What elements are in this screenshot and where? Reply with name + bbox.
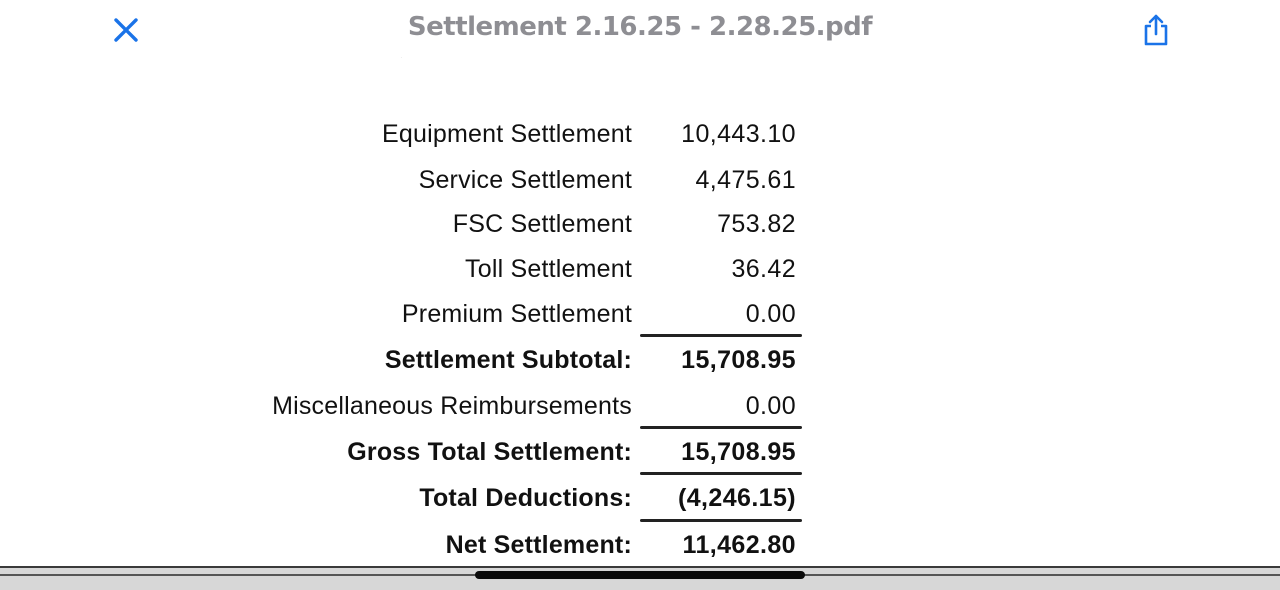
row-label: Service Settlement [418,166,632,194]
row-value: 753.82 [717,210,796,238]
pdf-page-content[interactable]: Equipment Settlement 10,443.10 Service S… [0,58,1280,570]
navigation-bar: Settlement 2.16.25 - 2.28.25.pdf [0,0,1280,58]
settlement-row-premium: Premium Settlement 0.00 [0,300,1280,340]
settlement-row-equipment: Equipment Settlement 10,443.10 [0,120,1280,160]
row-value: 36.42 [731,255,796,283]
subtotal-rule [640,334,802,337]
row-label: Toll Settlement [465,255,632,283]
settlement-row-toll: Toll Settlement 36.42 [0,255,1280,295]
document-title: Settlement 2.16.25 - 2.28.25.pdf [407,12,873,42]
close-button[interactable] [106,10,146,50]
deductions-rule [640,472,802,475]
settlement-row-net: Net Settlement: 11,462.80 [0,531,1280,571]
row-value: 0.00 [745,392,796,420]
settlement-row-fsc: FSC Settlement 753.82 [0,210,1280,250]
settlement-row-misc-reimbursements: Miscellaneous Reimbursements 0.00 [0,392,1280,432]
row-value: 0.00 [745,300,796,328]
gross-rule [640,426,802,429]
row-label: Settlement Subtotal: [384,346,632,374]
row-label: Gross Total Settlement: [347,438,632,466]
row-label: Total Deductions: [419,484,632,512]
home-indicator[interactable] [475,571,805,579]
row-label: Equipment Settlement [382,120,632,148]
row-value: 4,475.61 [695,166,796,194]
settlement-row-service: Service Settlement 4,475.61 [0,166,1280,206]
row-value: 10,443.10 [681,120,796,148]
share-icon [1144,14,1168,46]
row-label: Net Settlement: [445,531,632,559]
settlement-row-subtotal: Settlement Subtotal: 15,708.95 [0,346,1280,386]
row-value: 15,708.95 [681,438,796,466]
row-label: FSC Settlement [452,210,632,238]
net-rule [640,519,802,522]
row-value: (4,246.15) [678,484,796,512]
row-label: Premium Settlement [401,300,632,328]
row-label: Miscellaneous Reimbursements [272,392,632,420]
page-edge-mark: , [400,51,403,62]
settlement-row-gross-total: Gross Total Settlement: 15,708.95 [0,438,1280,478]
row-value: 11,462.80 [682,531,796,559]
close-x-icon [114,18,138,42]
row-value: 15,708.95 [681,346,796,374]
share-button[interactable] [1136,10,1176,50]
settlement-row-total-deductions: Total Deductions: (4,246.15) [0,484,1280,524]
